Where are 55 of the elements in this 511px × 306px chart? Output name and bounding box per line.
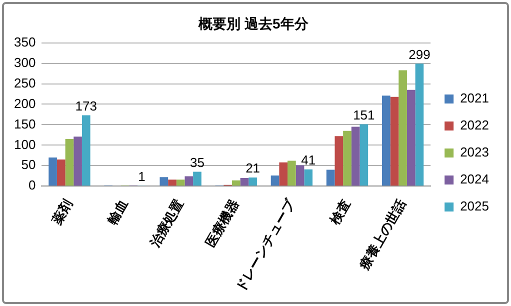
bar xyxy=(184,176,194,186)
legend-label: 2022 xyxy=(460,118,489,133)
bar xyxy=(270,175,280,186)
bar xyxy=(360,124,368,186)
bar xyxy=(168,180,176,186)
bar xyxy=(65,139,74,186)
bar xyxy=(334,136,344,186)
x-tick-label: 治療処置 xyxy=(146,196,186,250)
y-tick-label: 150 xyxy=(14,116,36,132)
legend-label: 2023 xyxy=(460,144,489,160)
bar xyxy=(74,136,82,186)
data-label: 151 xyxy=(353,107,375,122)
data-label: 1 xyxy=(138,168,146,184)
bar xyxy=(279,162,288,186)
x-tick-label: 療養上の世話 xyxy=(356,196,408,273)
bar xyxy=(56,160,66,186)
bar xyxy=(326,170,335,186)
chart-title: 概要別 過去5年分 xyxy=(198,15,310,32)
bar xyxy=(82,115,90,186)
bar xyxy=(382,96,390,186)
x-tick-label: 検査 xyxy=(326,196,353,228)
data-label: 21 xyxy=(246,160,260,176)
data-label: 41 xyxy=(301,152,316,168)
x-tick-label: 輸血 xyxy=(104,196,131,228)
bar xyxy=(398,70,407,186)
bar xyxy=(160,177,168,186)
y-tick-label: 0 xyxy=(28,178,36,193)
bar xyxy=(48,157,57,186)
y-tick-label: 200 xyxy=(14,96,36,111)
legend-label: 2025 xyxy=(460,198,489,214)
bar xyxy=(248,178,257,186)
data-label: 173 xyxy=(75,98,97,114)
bar xyxy=(406,90,416,186)
bar xyxy=(296,165,304,186)
legend-label: 2024 xyxy=(460,172,489,187)
bar xyxy=(351,126,360,186)
x-tick-label: 医療機器 xyxy=(202,196,242,250)
y-tick-label: 300 xyxy=(14,54,36,70)
bar xyxy=(288,160,296,186)
y-tick-label: 350 xyxy=(14,34,36,50)
bar xyxy=(176,180,185,186)
data-label: 299 xyxy=(408,46,430,62)
bar xyxy=(304,169,313,186)
x-tick-label: 薬剤 xyxy=(48,196,76,228)
legend-label: 2021 xyxy=(460,90,489,106)
data-label: 35 xyxy=(190,154,204,170)
bar xyxy=(240,178,249,186)
bar xyxy=(343,130,352,186)
y-tick-label: 50 xyxy=(21,157,36,172)
bar xyxy=(415,64,424,186)
y-tick-label: 250 xyxy=(14,75,36,90)
bar xyxy=(232,180,240,186)
bar xyxy=(193,172,202,186)
bar xyxy=(390,96,399,186)
y-tick-label: 100 xyxy=(14,136,36,152)
